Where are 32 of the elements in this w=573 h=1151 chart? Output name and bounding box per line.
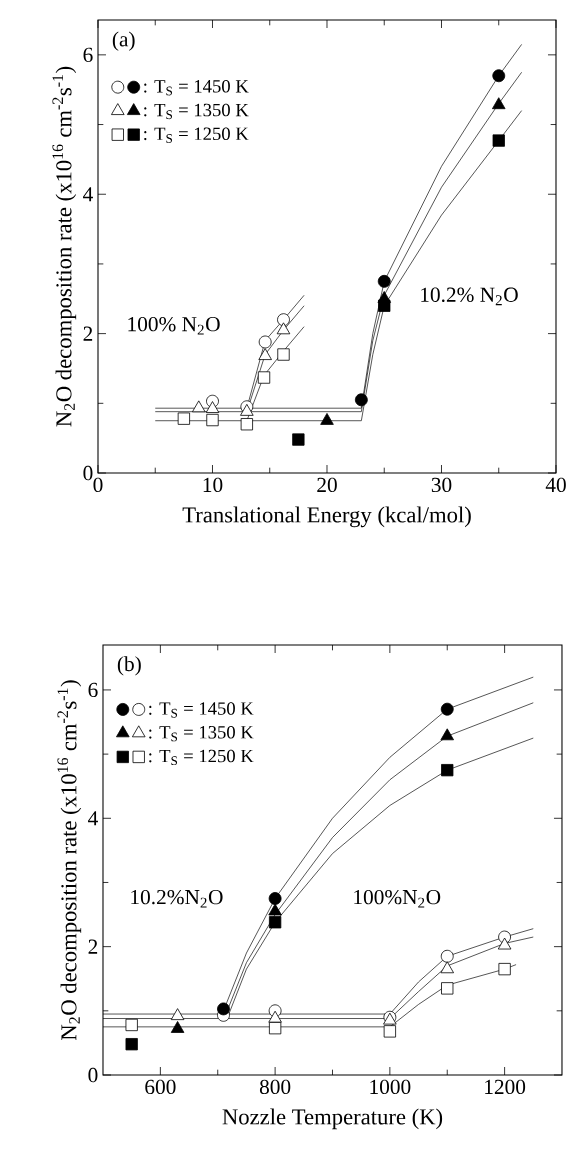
x-axis-title: Translational Energy (kcal/mol): [182, 506, 471, 528]
y-tick-label: 0: [88, 1067, 98, 1083]
y-tick-label: 2: [83, 326, 93, 341]
x-tick-label: 40: [545, 477, 566, 493]
legend-label: : T$_{S}$ = 1350 K: [149, 725, 254, 742]
legend-label: : T$_{S}$ = 1450 K: [144, 79, 249, 96]
x-tick-label: 1200: [485, 1079, 526, 1095]
y-tick-label: 0: [83, 465, 93, 481]
text: N$_{2}$O decomposition rate (x10$^{16}$ cm$^{-2}$s$^{-1}$): [52, 66, 77, 427]
x-tick-label: 10: [203, 477, 223, 493]
legend-label: : T$_{S}$ = 1250 K: [149, 749, 254, 766]
x-tick-label: 20: [317, 477, 337, 493]
x-tick-label: 1000: [370, 1079, 411, 1095]
y-tick-label: 2: [88, 939, 98, 954]
y-tick-label: 6: [83, 47, 93, 63]
legend-label: : T$_{S}$ = 1450 K: [149, 702, 254, 718]
y-tick-label: 4: [83, 187, 93, 202]
annotation: 10.2%N$_{2}$O: [131, 889, 223, 908]
chart-title: (b): [117, 656, 141, 676]
y-tick-label: 6: [88, 682, 98, 698]
annotation: 10.2% N$_{2}$O: [421, 287, 518, 306]
annotation: 100% N$_{2}$O: [128, 316, 220, 335]
y-tick-label: 4: [88, 811, 98, 826]
x-tick-label: 800: [259, 1079, 291, 1095]
chart-title: (a): [112, 31, 135, 51]
legend-label: : T$_{S}$ = 1250 K: [144, 127, 249, 143]
annotation: 100%N$_{2}$O: [354, 889, 441, 908]
text: N$_{2}$O decomposition rate (x10$^{16}$ cm$^{-2}$s$^{-1}$): [57, 680, 82, 1041]
legend-label: : T$_{S}$ = 1350 K: [144, 103, 249, 120]
x-axis-title: Nozzle Temperature (K): [222, 1108, 443, 1130]
x-tick-label: 600: [145, 1079, 176, 1095]
x-tick-label: 30: [431, 477, 452, 493]
